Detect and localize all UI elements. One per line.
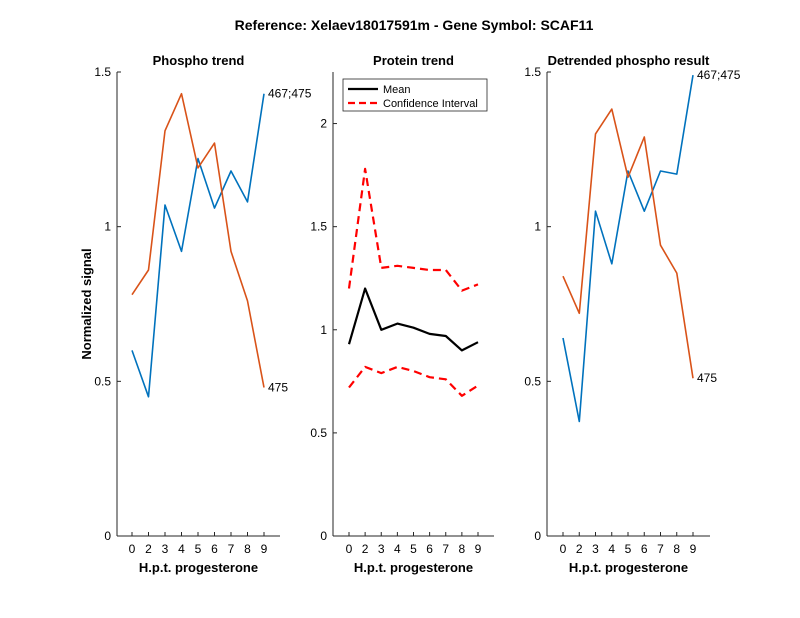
x-tick-label: 4 [394,542,401,556]
x-tick-label: 5 [410,542,417,556]
x-tick-label: 0 [346,542,353,556]
y-tick-label: 1 [104,220,111,234]
x-tick-label: 5 [625,542,632,556]
panel-title: Detrended phospho result [548,53,710,68]
x-tick-label: 3 [592,542,599,556]
series-line-2 [131,92,265,388]
x-tick-label: 8 [673,542,680,556]
x-tick-label: 9 [475,542,482,556]
series-line-2 [347,167,479,292]
x-tick-label: 2 [362,542,369,556]
x-tick-label: 3 [162,542,169,556]
x-axis-label: H.p.t. progesterone [569,560,688,575]
legend-label: Mean [383,84,411,96]
x-tick-label: 7 [657,542,664,556]
panel-title: Protein trend [373,53,454,68]
series-line-1 [131,93,265,398]
y-tick-label: 0.5 [94,374,111,388]
series-end-label: 467;475 [268,87,312,101]
x-tick-label: 8 [244,542,251,556]
x-tick-label: 2 [145,542,152,556]
x-tick-label: 2 [576,542,583,556]
x-tick-label: 4 [178,542,185,556]
series-line-1 [562,74,694,423]
y-tick-label: 1 [534,220,541,234]
x-tick-label: 7 [228,542,235,556]
x-tick-label: 5 [195,542,202,556]
y-tick-label: 2 [320,117,327,131]
y-tick-label: 0 [104,529,111,543]
x-tick-label: 8 [459,542,466,556]
x-tick-label: 6 [211,542,218,556]
y-tick-label: 0 [534,529,541,543]
x-axis-label: H.p.t. progesterone [139,560,258,575]
x-tick-label: 0 [129,542,136,556]
x-tick-label: 4 [608,542,615,556]
series-line-3 [348,365,479,397]
y-tick-label: 0.5 [524,374,541,388]
legend-box [342,78,488,112]
panel-title: Phospho trend [153,53,245,68]
y-axis-label: Normalized signal [79,248,94,359]
figure-title: Reference: Xelaev18017591m - Gene Symbol… [235,17,594,33]
x-axis-label: H.p.t. progesterone [354,560,473,575]
y-tick-label: 0.5 [310,426,327,440]
y-tick-label: 1.5 [94,65,111,79]
series-end-label: 467;475 [697,68,741,82]
legend: Mean Confidence Interval [342,78,488,112]
series-end-label: 475 [268,381,288,395]
y-tick-label: 0 [320,529,327,543]
y-tick-label: 1 [320,323,327,337]
legend-label: Confidence Interval [383,98,478,110]
series-line-2 [562,108,694,379]
x-tick-label: 6 [426,542,433,556]
x-tick-label: 0 [560,542,567,556]
x-tick-label: 3 [378,542,385,556]
x-tick-label: 7 [442,542,449,556]
series-line-1 [347,287,479,352]
x-tick-label: 6 [641,542,648,556]
series-end-label: 475 [697,371,717,385]
x-tick-label: 9 [261,542,268,556]
x-tick-label: 9 [690,542,697,556]
y-tick-label: 1.5 [310,220,327,234]
y-tick-label: 1.5 [524,65,541,79]
